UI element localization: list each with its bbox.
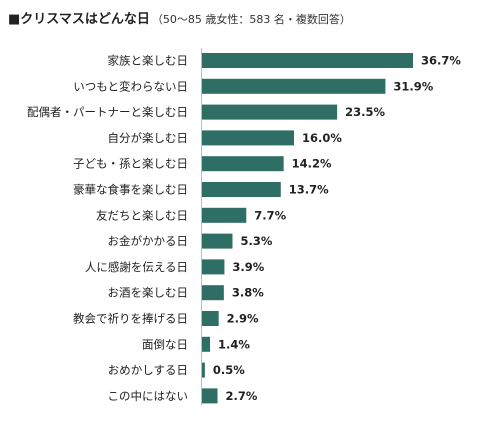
value-label: 3.9% bbox=[232, 260, 264, 274]
value-label: 7.7% bbox=[254, 208, 286, 222]
value-label: 23.5% bbox=[345, 105, 385, 119]
value-label: 2.7% bbox=[226, 389, 258, 403]
bar bbox=[202, 259, 225, 275]
category-label: おめかしする日 bbox=[108, 363, 188, 377]
bar bbox=[202, 233, 233, 249]
category-label: 人に感謝を伝える日 bbox=[85, 260, 188, 274]
bar bbox=[202, 336, 211, 352]
bar bbox=[202, 388, 218, 404]
value-label: 36.7% bbox=[421, 54, 461, 68]
category-label: いつもと変わらない日 bbox=[73, 79, 188, 93]
category-label: お金がかかる日 bbox=[108, 234, 189, 248]
category-label: 子ども・孫と楽しむ日 bbox=[73, 157, 188, 171]
chart-title-block: ■クリスマスはどんな日 （50〜85 歳女性：583 名・複数回答） bbox=[8, 8, 351, 27]
value-label: 13.7% bbox=[289, 183, 329, 197]
category-label: この中にはない bbox=[108, 389, 189, 403]
category-label: 家族と楽しむ日 bbox=[108, 54, 189, 68]
bar bbox=[202, 78, 386, 94]
category-label: 豪華な食事を楽しむ日 bbox=[73, 183, 188, 197]
category-label: お酒を楽しむ日 bbox=[108, 286, 189, 300]
bar bbox=[202, 182, 281, 197]
bar bbox=[202, 207, 247, 223]
value-label: 5.3% bbox=[240, 234, 272, 248]
value-label: 3.8% bbox=[232, 286, 264, 300]
bar bbox=[202, 104, 338, 120]
bar bbox=[202, 285, 224, 301]
value-label: 16.0% bbox=[302, 131, 342, 145]
chart-subtitle: （50〜85 歳女性：583 名・複数回答） bbox=[151, 13, 351, 26]
bar bbox=[202, 130, 294, 146]
bar bbox=[202, 311, 219, 326]
value-label: 31.9% bbox=[393, 79, 433, 93]
bar bbox=[202, 362, 205, 378]
bar bbox=[202, 156, 284, 172]
category-label: 自分が楽しむ日 bbox=[108, 131, 189, 145]
value-label: 1.4% bbox=[218, 337, 250, 351]
category-label: 配偶者・パートナーと楽しむ日 bbox=[27, 105, 188, 119]
value-label: 0.5% bbox=[213, 363, 245, 377]
category-label: 教会で祈りを捧げる日 bbox=[73, 312, 188, 326]
bar bbox=[202, 53, 414, 68]
category-label: 面倒な日 bbox=[142, 337, 188, 351]
category-label: 友だちと楽しむ日 bbox=[96, 208, 188, 222]
value-label: 14.2% bbox=[292, 157, 332, 171]
chart-title: ■クリスマスはどんな日 bbox=[8, 12, 150, 27]
value-label: 2.9% bbox=[227, 312, 259, 326]
